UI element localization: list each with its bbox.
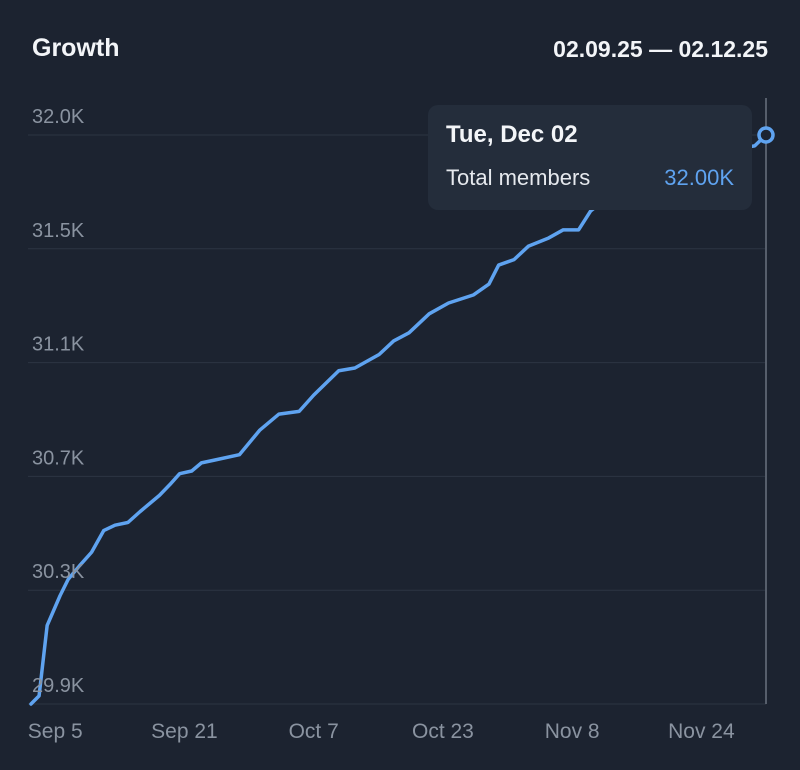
- tooltip-value: 32.00K: [664, 165, 734, 190]
- x-tick-label: Oct 23: [412, 720, 474, 743]
- tooltip-label: Total members: [446, 165, 591, 190]
- x-tick-label: Sep 5: [28, 720, 83, 743]
- tooltip-date: Tue, Dec 02: [446, 121, 578, 148]
- x-tick-label: Sep 21: [151, 720, 218, 743]
- y-tick-label: 31.1K: [32, 334, 85, 356]
- x-tick-label: Oct 7: [289, 720, 339, 743]
- y-tick-label: 30.7K: [32, 447, 85, 469]
- y-tick-label: 32.0K: [32, 106, 85, 128]
- chart-title: Growth: [32, 34, 120, 62]
- x-tick-label: Nov 8: [545, 720, 600, 743]
- y-tick-label: 29.9K: [32, 675, 85, 697]
- x-tick-label: Nov 24: [668, 720, 735, 743]
- y-tick-label: 30.3K: [32, 561, 85, 583]
- date-range[interactable]: 02.09.25 — 02.12.25: [553, 36, 768, 62]
- tooltip: Tue, Dec 02 Total members 32.00K: [428, 105, 752, 210]
- series-line: [29, 133, 768, 706]
- selected-point-marker: [757, 126, 775, 144]
- y-tick-label: 31.5K: [32, 220, 85, 242]
